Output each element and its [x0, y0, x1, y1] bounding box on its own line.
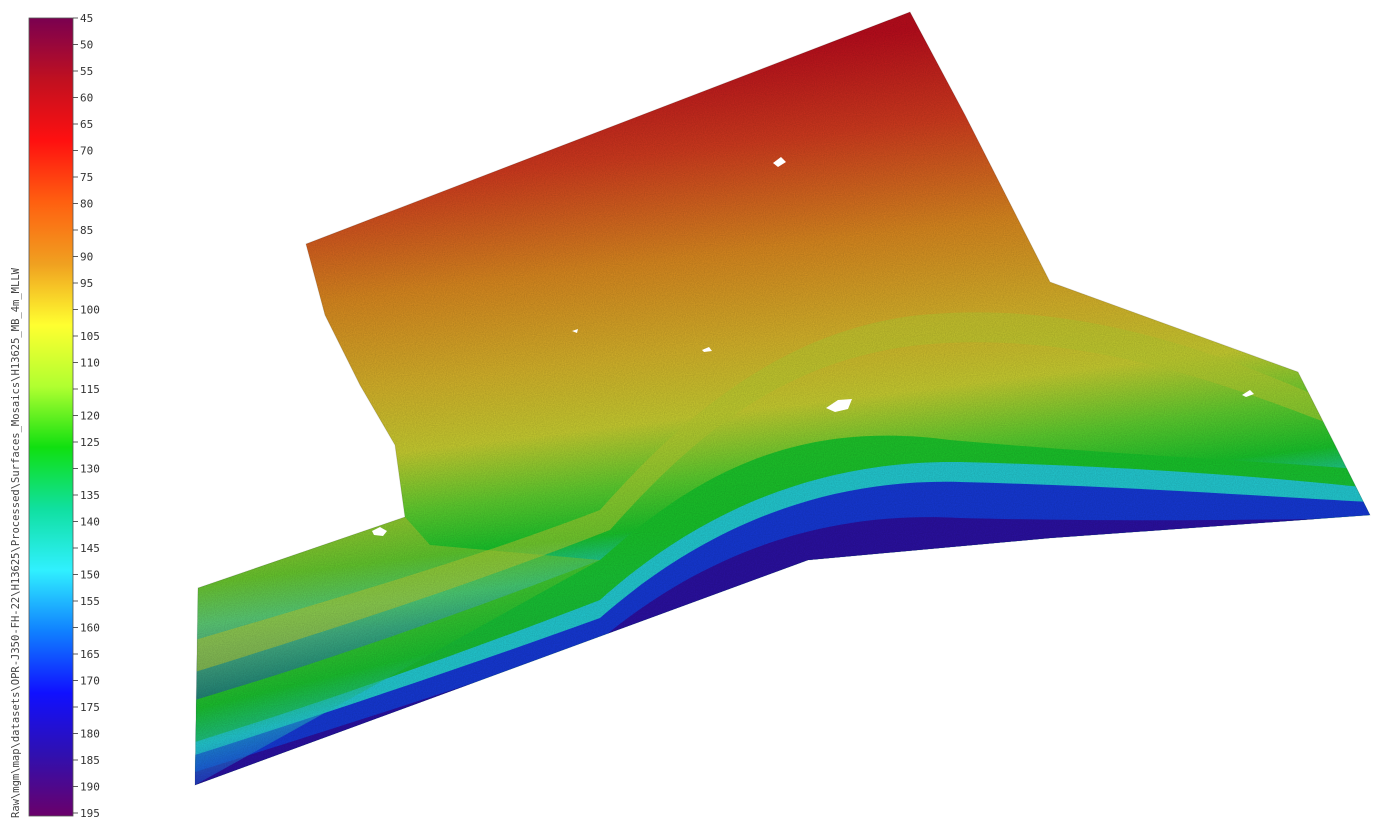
colorbar-tick-label: 190 [80, 781, 100, 794]
survey-outline [194, 11, 1371, 786]
colorbar-tick-label: 105 [80, 330, 100, 343]
colorbar-tick-label: 180 [80, 728, 100, 741]
colorbar-tick-label: 90 [80, 251, 93, 264]
surface-grain [195, 12, 1370, 785]
survey-surface [195, 12, 1370, 785]
colorbar-ticks: 45 50 55 60 65 70 75 80 85 90 95 100 105 110 115 120 125… [73, 12, 100, 820]
colorbar-tick-label: 145 [80, 542, 100, 555]
colorbar-tick-label: 195 [80, 807, 100, 820]
colorbar-tick-label: 185 [80, 754, 100, 767]
colorbar-tick-label: 65 [80, 118, 93, 131]
colorbar-tick-label: 125 [80, 436, 100, 449]
data-gap [372, 527, 387, 536]
colorbar-tick-label: 60 [80, 92, 93, 105]
colorbar-tick-label: 175 [80, 701, 100, 714]
colorbar-tick-label: 80 [80, 198, 93, 211]
data-gap [826, 399, 852, 412]
data-gap [702, 347, 712, 352]
colorbar-gradient [28, 17, 74, 817]
colorbar-legend: 45 50 55 60 65 70 75 80 85 90 95 100 105 110 115 120 125… [10, 12, 100, 820]
colorbar-tick-label: 140 [80, 516, 100, 529]
colorbar-tick-label: 70 [80, 145, 93, 158]
colorbar-tick-label: 165 [80, 648, 100, 661]
colorbar-tick-label: 130 [80, 463, 100, 476]
colorbar-tick-label: 150 [80, 569, 100, 582]
layer-path-label: Raw\mgm\map\datasets\OPR-J350-FH-22\H136… [10, 267, 22, 818]
colorbar-tick-label: 75 [80, 171, 93, 184]
colorbar-tick-label: 155 [80, 595, 100, 608]
colorbar-tick-label: 160 [80, 622, 100, 635]
colorbar-tick-label: 170 [80, 675, 100, 688]
colorbar-tick-label: 135 [80, 489, 100, 502]
colorbar-tick-label: 100 [80, 304, 100, 317]
colorbar-tick-label: 120 [80, 410, 100, 423]
colorbar-tick-label: 110 [80, 357, 100, 370]
colorbar-tick-label: 95 [80, 277, 93, 290]
colorbar-tick-label: 45 [80, 12, 93, 25]
data-gap [773, 157, 786, 167]
data-gap [1242, 390, 1254, 397]
colorbar-tick-label: 55 [80, 65, 93, 78]
colorbar-tick-label: 50 [80, 39, 93, 52]
data-gaps [372, 157, 1254, 536]
colorbar-tick-label: 85 [80, 224, 93, 237]
data-gap [572, 329, 578, 333]
colorbar-tick-label: 115 [80, 383, 100, 396]
